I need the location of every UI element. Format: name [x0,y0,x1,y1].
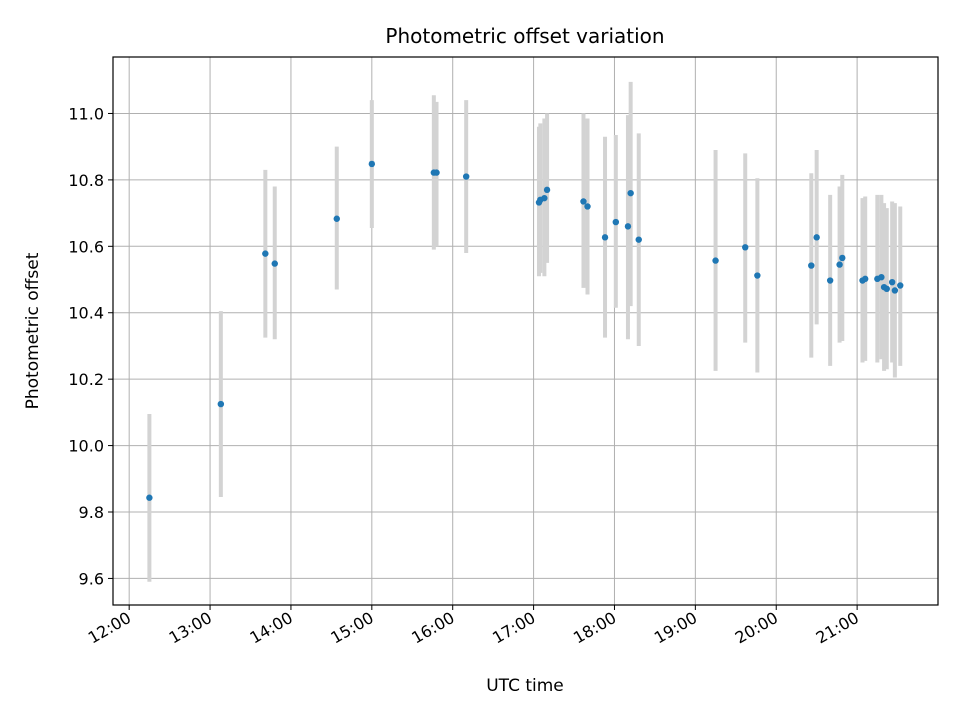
y-tick-label: 9.6 [79,569,104,588]
x-tick-label: 21:00 [813,608,862,648]
x-tick-label: 18:00 [570,608,619,648]
y-tick-label: 11.0 [68,104,104,123]
data-point [635,236,642,243]
x-tick-label: 19:00 [651,608,700,648]
x-tick-label: 15:00 [327,608,376,648]
grid [113,57,938,605]
y-tick-label: 10.0 [68,437,104,456]
data-point [333,215,340,222]
plot-frame [112,56,939,606]
x-axis-label: UTC time [486,676,564,696]
data-point [612,218,620,226]
data-point [624,223,632,230]
data-point [433,169,440,176]
data-point [826,277,834,284]
data-point [813,234,820,241]
data-point [146,494,153,501]
data-point [878,273,885,281]
y-tick-label: 10.2 [68,370,104,389]
data-point [754,272,761,279]
data-point [742,244,749,251]
y-axis-label: Photometric offset [23,252,43,409]
data-point [839,254,846,262]
data-point [271,260,278,267]
data-point [897,282,904,289]
data-point [543,186,551,194]
data-point [712,257,719,264]
data-points [146,160,904,501]
chart-title: Photometric offset variation [385,24,664,48]
data-point [541,194,548,202]
x-tick-label: 14:00 [247,608,296,648]
y-tick-label: 10.6 [68,237,104,256]
data-point [627,189,634,197]
x-tick-label: 12:00 [85,608,134,648]
data-point [888,278,896,286]
data-point [262,250,269,257]
error-bars [147,81,903,582]
data-point [462,173,470,180]
y-tick-label: 9.8 [79,503,104,522]
data-point [808,262,815,269]
data-point [601,234,609,241]
y-tick-label: 10.4 [68,304,104,323]
data-point [368,160,376,168]
data-point [883,285,890,293]
data-point [836,261,843,268]
y-tick-label: 10.8 [68,171,104,190]
x-tick-label: 20:00 [732,608,781,648]
data-point [580,198,587,205]
x-axis-ticks: 12:00 13:00 14:00 15:00 16:00 17:00 18:00 19:00… [85,605,862,648]
x-tick-label: 16:00 [408,608,457,648]
x-tick-label: 17:00 [489,608,538,648]
data-point [891,287,899,294]
data-point [217,400,225,408]
data-point [862,275,869,283]
data-point [584,203,591,210]
y-axis-ticks: 9.6 9.8 10.0 10.2 10.4 10.6 10.8 11.0 [68,104,113,588]
x-tick-label: 13:00 [166,608,215,648]
